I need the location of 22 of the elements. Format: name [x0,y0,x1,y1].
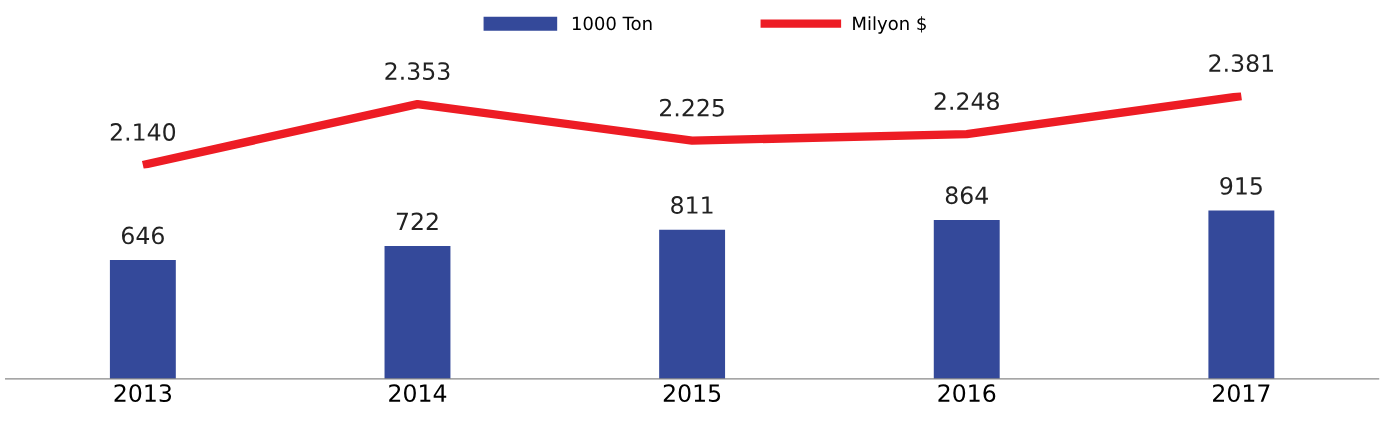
data-label: 722 [396,212,438,230]
x-tick-label: 2016 [938,384,996,403]
bar [384,246,451,379]
x-tick-label: 2014 [389,384,447,403]
legend-label: 1000 Ton [572,16,652,31]
data-label: 2.248 [934,92,999,111]
data-label: 915 [1220,176,1262,195]
data-label: 2.225 [660,98,724,117]
data-label: 2.353 [385,62,450,81]
data-label: 811 [671,196,713,214]
x-tick-label: 2015 [663,384,721,403]
legend-label: Milyon $ [853,16,926,34]
bar [109,260,176,379]
x-tick-label: 2013 [114,384,172,403]
bar [933,219,1000,379]
bar [659,229,726,379]
data-label: 2.140 [110,123,176,141]
data-label: 646 [121,226,164,245]
data-label: 2.381 [1209,54,1273,73]
bar [1208,210,1275,379]
x-tick-label: 2017 [1213,384,1270,403]
data-label: 864 [945,186,988,205]
